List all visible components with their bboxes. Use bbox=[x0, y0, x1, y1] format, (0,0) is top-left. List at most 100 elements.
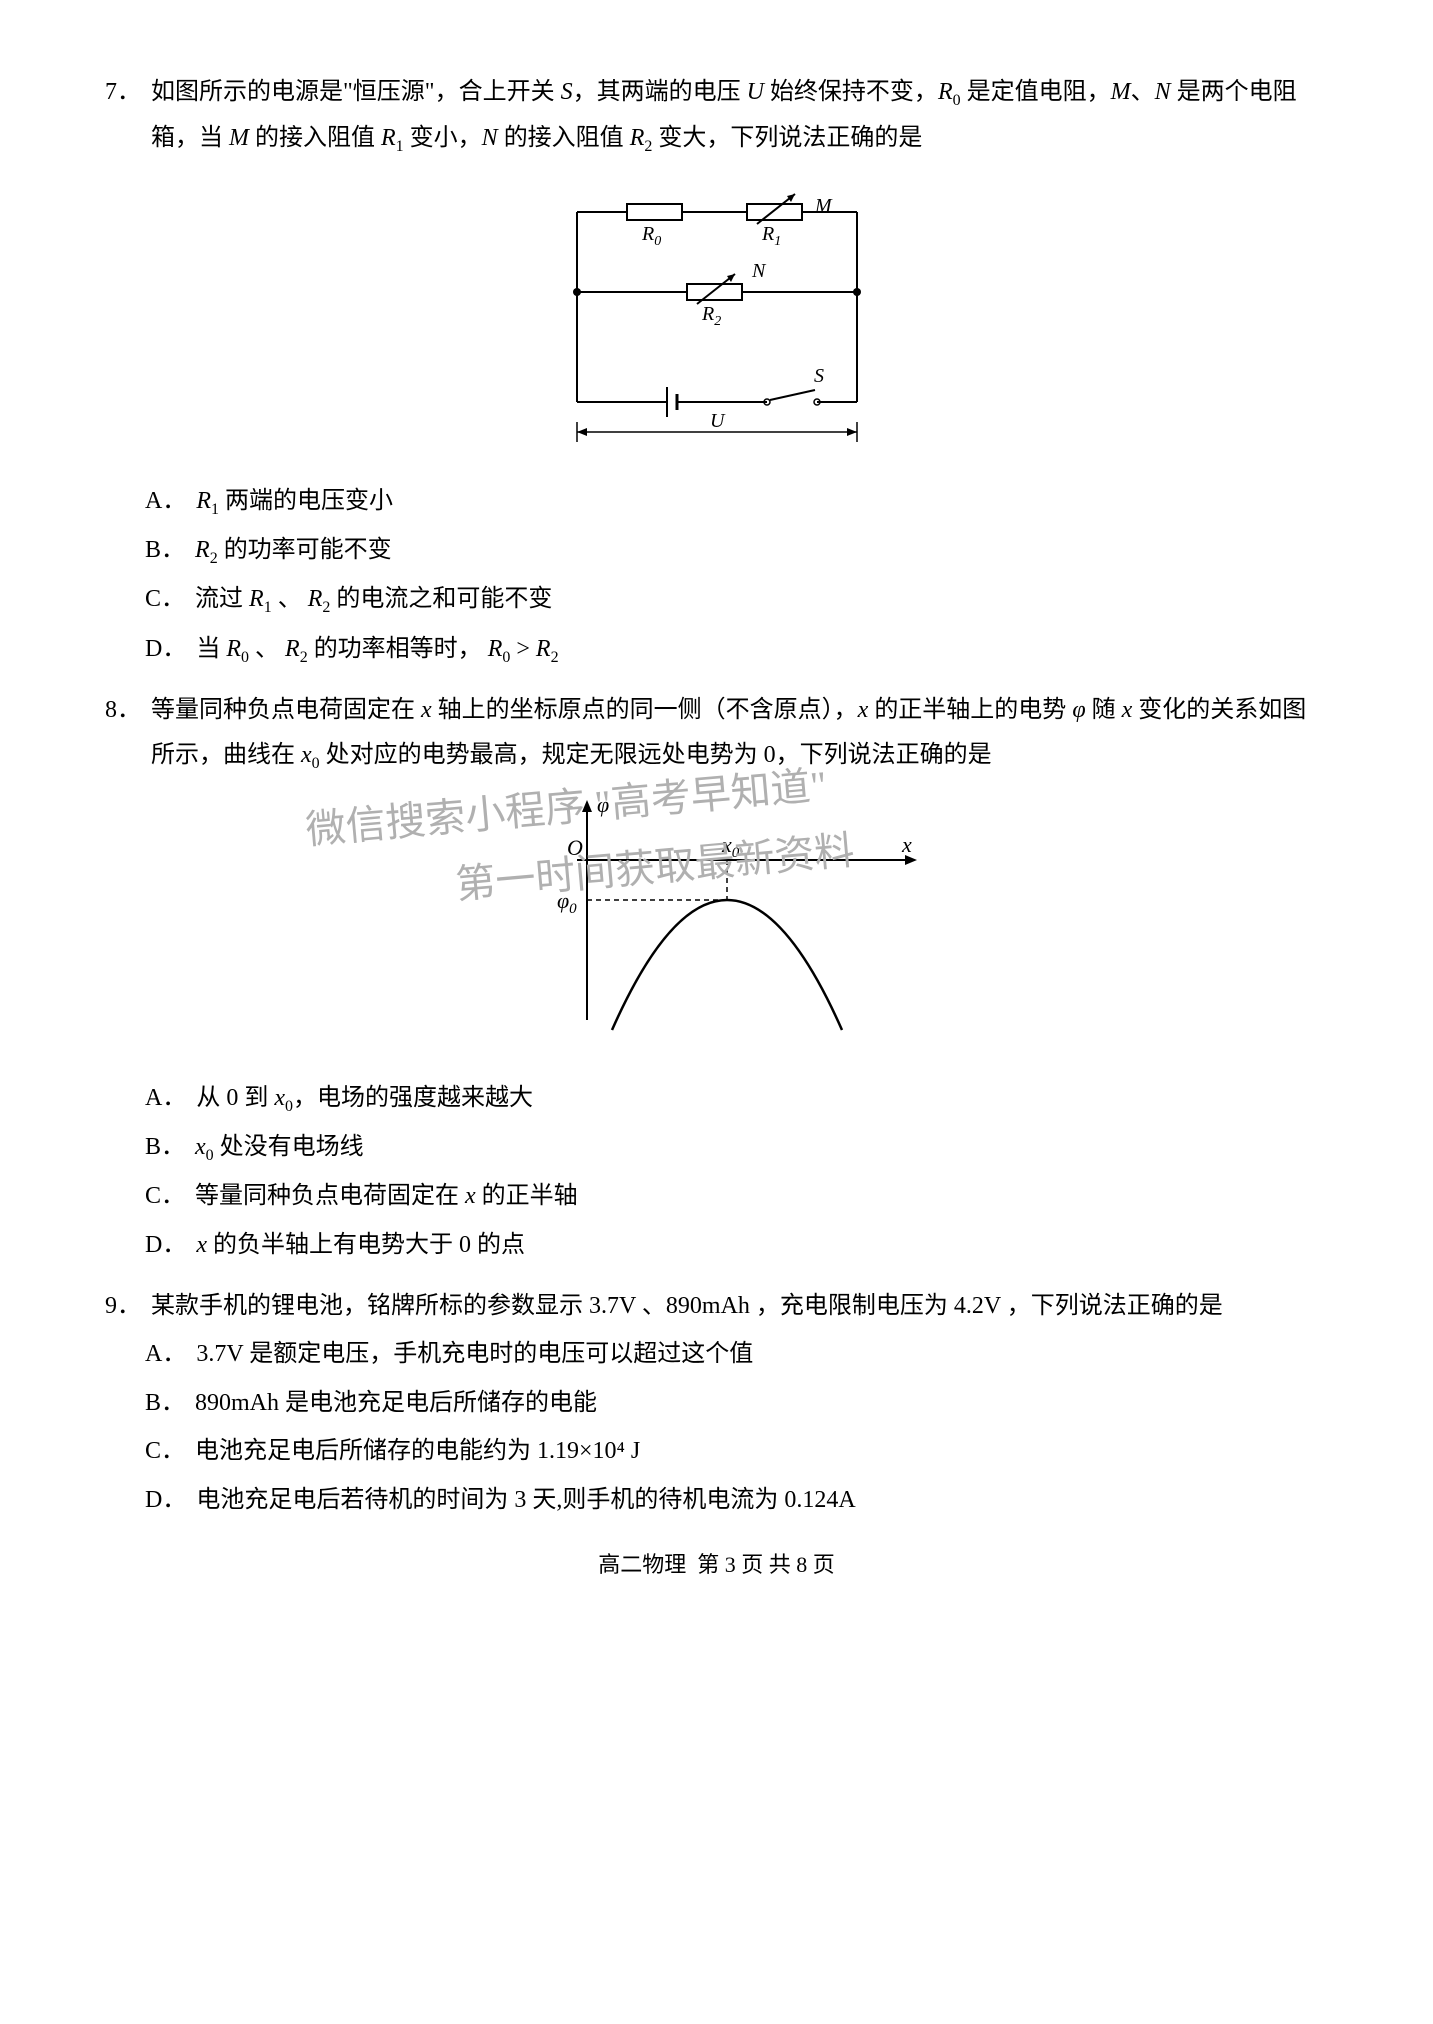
q8c-post: 的正半轴 bbox=[476, 1183, 578, 1209]
q7a-r: R bbox=[196, 488, 211, 514]
q7-r1: R bbox=[381, 125, 396, 151]
q8-d-text: x 的负半轴上有电势大于 0 的点 bbox=[196, 1223, 525, 1269]
circuit-r0-label: R0 bbox=[641, 223, 661, 249]
q9-d-letter: D． bbox=[145, 1478, 186, 1524]
q9-body: 某款手机的锂电池，铭牌所标的参数显示 3.7V 、890mAh ，充电限制电压为… bbox=[151, 1284, 1328, 1330]
q7c-sub: 1 bbox=[264, 599, 272, 616]
q8-d-letter: D． bbox=[145, 1223, 186, 1269]
q8-t2: 轴上的坐标原点的同一侧（不含原点）， bbox=[432, 697, 858, 723]
q8-options: A． 从 0 到 x0，电场的强度越来越大 B． x0 处没有电场线 C． 等量… bbox=[105, 1076, 1328, 1269]
q7-options: A． R1 两端的电压变小 B． R2 的功率可能不变 C． 流过 R1 、 R… bbox=[105, 479, 1328, 673]
origin-label: O bbox=[567, 835, 583, 860]
potential-graph: φ x O x0 φ0 bbox=[467, 790, 967, 1050]
q7-number: 7． bbox=[105, 70, 141, 116]
q7-t1: 如图所示的电源是"恒压源"，合上开关 bbox=[151, 79, 561, 105]
x0-label: x0 bbox=[721, 832, 740, 861]
q7-d-letter: D． bbox=[145, 627, 186, 673]
q9-option-a: A． 3.7V 是额定电压，手机充电时的电压可以超过这个值 bbox=[145, 1332, 1328, 1378]
circuit-r2-label: R2 bbox=[701, 303, 721, 329]
q7-r1sub: 1 bbox=[396, 138, 404, 155]
q7d-mid: 、 bbox=[249, 636, 285, 662]
q7-t3: 始终保持不变， bbox=[764, 79, 938, 105]
q7b-post: 的功率可能不变 bbox=[218, 537, 392, 563]
q8-a-letter: A． bbox=[145, 1076, 186, 1122]
circuit-n-label: N bbox=[751, 260, 767, 282]
q7d-r4: R bbox=[536, 636, 551, 662]
q7c-pre: 流过 bbox=[195, 586, 249, 612]
q9-option-c: C． 电池充足电后所储存的电能约为 1.19×10⁴ J bbox=[145, 1429, 1328, 1475]
q7-t5: 、 bbox=[1131, 79, 1155, 105]
phi0-label: φ0 bbox=[557, 888, 577, 917]
q8d-post: 的负半轴上有电势大于 0 的点 bbox=[207, 1232, 525, 1258]
q8-t3: 的正半轴上的电势 bbox=[868, 697, 1072, 723]
q8-body: 等量同种负点电荷固定在 x 轴上的坐标原点的同一侧（不含原点），x 的正半轴上的… bbox=[151, 688, 1328, 780]
q8a-post: ，电场的强度越来越大 bbox=[293, 1085, 533, 1111]
q8-option-a: A． 从 0 到 x0，电场的强度越来越大 bbox=[145, 1076, 1328, 1122]
phi-axis-label: φ bbox=[597, 792, 609, 817]
footer-subject: 高二物理 bbox=[598, 1552, 686, 1577]
q8a-sub: 0 bbox=[285, 1098, 293, 1115]
q7c-r: R bbox=[249, 586, 264, 612]
q7-a-letter: A． bbox=[145, 479, 186, 525]
q8b-sub: 0 bbox=[206, 1147, 214, 1164]
q9-option-b: B． 890mAh 是电池充足电后所储存的电能 bbox=[145, 1381, 1328, 1427]
q8d-x: x bbox=[196, 1232, 207, 1258]
q7c-mid: 、 bbox=[272, 586, 308, 612]
q7d-sub: 0 bbox=[241, 648, 249, 665]
q8-b-letter: B． bbox=[145, 1125, 185, 1171]
q7a-post: 两端的电压变小 bbox=[219, 488, 393, 514]
q8-option-c: C． 等量同种负点电荷固定在 x 的正半轴 bbox=[145, 1174, 1328, 1220]
question-7: 7． 如图所示的电源是"恒压源"，合上开关 S，其两端的电压 U 始终保持不变，… bbox=[105, 70, 1328, 673]
circuit-r1-label: R1 bbox=[761, 223, 781, 249]
q7d-r2: R bbox=[285, 636, 300, 662]
q7b-sub: 2 bbox=[210, 550, 218, 567]
q9-c-text: 电池充足电后所储存的电能约为 1.19×10⁴ J bbox=[195, 1429, 640, 1475]
q7c-r2: R bbox=[308, 586, 323, 612]
q7d-gt: > bbox=[510, 636, 536, 662]
q7d-post2: 的功率相等时， bbox=[308, 636, 488, 662]
q8-c-letter: C． bbox=[145, 1174, 185, 1220]
q9-c-letter: C． bbox=[145, 1429, 185, 1475]
q7-option-c: C． 流过 R1 、 R2 的电流之和可能不变 bbox=[145, 577, 1328, 623]
q8-x2: x bbox=[858, 697, 869, 723]
q7a-sub: 1 bbox=[211, 501, 219, 518]
q8-number: 8． bbox=[105, 688, 141, 734]
q7b-r: R bbox=[195, 537, 210, 563]
q7-r2: R bbox=[630, 125, 645, 151]
q9-b-text: 890mAh 是电池充足电后所储存的电能 bbox=[195, 1381, 597, 1427]
q7c-post: 的电流之和可能不变 bbox=[330, 586, 552, 612]
q7-u: U bbox=[747, 79, 764, 105]
q7-m: M bbox=[1111, 79, 1131, 105]
q7-b-letter: B． bbox=[145, 528, 185, 574]
q7-t4: 是定值电阻， bbox=[961, 79, 1111, 105]
q8-t4: 随 bbox=[1086, 697, 1122, 723]
q7d-r3: R bbox=[488, 636, 503, 662]
q9-a-text: 3.7V 是额定电压，手机充电时的电压可以超过这个值 bbox=[196, 1332, 753, 1378]
q8-x0sub: 0 bbox=[312, 755, 320, 772]
q8c-text: 等量同种负点电荷固定在 bbox=[195, 1183, 465, 1209]
q9-b-letter: B． bbox=[145, 1381, 185, 1427]
q7-r0: R bbox=[938, 79, 953, 105]
q8-phi: φ bbox=[1072, 697, 1085, 723]
q9-options: A． 3.7V 是额定电压，手机充电时的电压可以超过这个值 B． 890mAh … bbox=[105, 1332, 1328, 1523]
q8-option-b: B． x0 处没有电场线 bbox=[145, 1125, 1328, 1171]
q9-option-d: D． 电池充足电后若待机的时间为 3 天,则手机的待机电流为 0.124A bbox=[145, 1478, 1328, 1524]
q8b-post: 处没有电场线 bbox=[214, 1134, 364, 1160]
q9-a-letter: A． bbox=[145, 1332, 186, 1378]
q8-c-text: 等量同种负点电荷固定在 x 的正半轴 bbox=[195, 1174, 578, 1220]
q8-t1: 等量同种负点电荷固定在 bbox=[151, 697, 421, 723]
footer-page: 第 3 页 共 8 页 bbox=[697, 1552, 835, 1577]
q8a-text: 从 0 到 bbox=[196, 1085, 274, 1111]
q7-t9: 的接入阻值 bbox=[498, 125, 630, 151]
q7-c-text: 流过 R1 、 R2 的电流之和可能不变 bbox=[195, 577, 552, 623]
q8-b-text: x0 处没有电场线 bbox=[195, 1125, 364, 1171]
q7-n: N bbox=[1155, 79, 1171, 105]
q8a-x: x bbox=[274, 1085, 285, 1111]
q9-d-text: 电池充足电后若待机的时间为 3 天,则手机的待机电流为 0.124A bbox=[196, 1478, 855, 1524]
q9-number: 9． bbox=[105, 1284, 141, 1330]
q7-t7: 的接入阻值 bbox=[249, 125, 381, 151]
q8b-x: x bbox=[195, 1134, 206, 1160]
q7-m2: M bbox=[229, 125, 249, 151]
q7-circuit-figure: R0 R1 M R2 N S U bbox=[105, 172, 1328, 469]
q8-x3: x bbox=[1122, 697, 1133, 723]
